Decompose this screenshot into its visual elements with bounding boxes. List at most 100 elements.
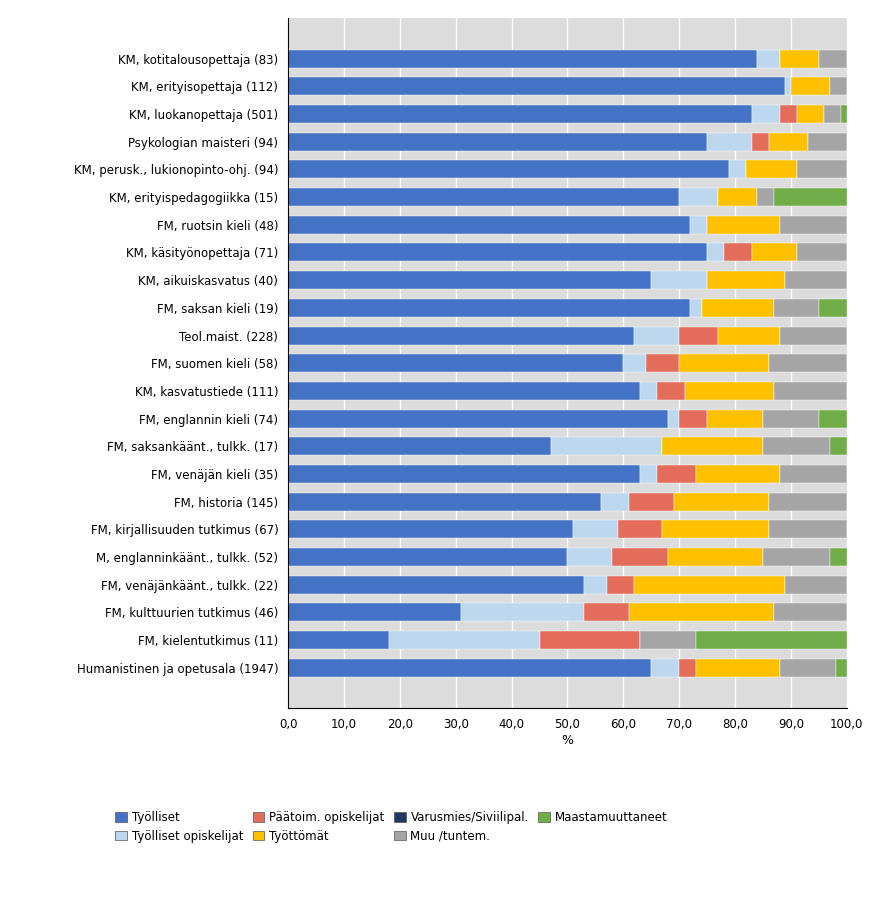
Bar — [288, 382, 640, 400]
Bar — [707, 271, 786, 289]
Bar — [288, 299, 691, 317]
Bar — [388, 631, 540, 649]
Bar — [288, 354, 623, 372]
Bar — [768, 520, 847, 538]
Bar — [786, 576, 847, 594]
Bar — [752, 133, 768, 151]
Bar — [724, 243, 752, 262]
Bar — [819, 299, 847, 317]
Bar — [707, 216, 780, 233]
Bar — [288, 243, 707, 262]
Bar — [288, 161, 730, 178]
Bar — [288, 659, 651, 676]
Bar — [623, 354, 646, 372]
Bar — [651, 659, 679, 676]
Bar — [786, 271, 847, 289]
Bar — [674, 493, 768, 510]
Bar — [758, 50, 780, 67]
Bar — [288, 548, 567, 566]
Bar — [796, 105, 824, 123]
Bar — [288, 50, 758, 67]
Bar — [679, 659, 696, 676]
Bar — [618, 520, 663, 538]
Bar — [640, 382, 656, 400]
Bar — [842, 105, 847, 123]
Bar — [629, 493, 674, 510]
Bar — [768, 354, 847, 372]
Bar — [824, 105, 842, 123]
Legend: Työlliset, Työlliset opiskelijat, Päätoim. opiskelijat, Työttömät, Varusmies/Siv: Työlliset, Työlliset opiskelijat, Päätoi… — [115, 811, 668, 843]
Bar — [718, 188, 758, 206]
Bar — [679, 410, 707, 428]
Bar — [573, 520, 618, 538]
Bar — [707, 243, 724, 262]
Bar — [635, 576, 786, 594]
Bar — [651, 271, 707, 289]
Bar — [780, 327, 847, 344]
Bar — [691, 216, 707, 233]
Bar — [808, 133, 847, 151]
Bar — [288, 105, 752, 123]
Bar — [746, 161, 796, 178]
Bar — [768, 493, 847, 510]
Bar — [640, 465, 656, 483]
Bar — [774, 382, 847, 400]
Bar — [684, 382, 774, 400]
Bar — [679, 188, 718, 206]
Bar — [288, 631, 388, 649]
Bar — [567, 548, 612, 566]
Bar — [780, 105, 796, 123]
Bar — [768, 133, 808, 151]
Bar — [288, 520, 573, 538]
Bar — [288, 604, 461, 621]
Bar — [752, 243, 796, 262]
Bar — [819, 50, 847, 67]
Bar — [288, 493, 601, 510]
Bar — [774, 188, 847, 206]
Bar — [288, 327, 635, 344]
Bar — [601, 493, 629, 510]
Bar — [796, 243, 847, 262]
Bar — [584, 604, 629, 621]
Bar — [584, 576, 607, 594]
Bar — [780, 465, 847, 483]
Bar — [646, 354, 679, 372]
Bar — [774, 299, 819, 317]
Bar — [663, 520, 768, 538]
Bar — [718, 327, 780, 344]
Bar — [656, 382, 684, 400]
Bar — [288, 271, 651, 289]
Bar — [679, 354, 768, 372]
Bar — [707, 410, 763, 428]
Bar — [288, 410, 668, 428]
Bar — [640, 631, 696, 649]
Bar — [819, 410, 847, 428]
Bar — [696, 465, 780, 483]
Bar — [668, 548, 763, 566]
Bar — [780, 50, 819, 67]
Bar — [607, 576, 635, 594]
Bar — [835, 659, 847, 676]
Bar — [679, 327, 718, 344]
Bar — [763, 438, 830, 455]
Bar — [730, 161, 746, 178]
Bar — [707, 133, 752, 151]
Bar — [758, 188, 774, 206]
Bar — [288, 576, 584, 594]
Bar — [288, 438, 551, 455]
Bar — [763, 410, 819, 428]
Bar — [288, 188, 679, 206]
Bar — [288, 133, 707, 151]
Bar — [461, 604, 584, 621]
Bar — [629, 604, 774, 621]
Bar — [830, 548, 847, 566]
Bar — [540, 631, 640, 649]
Bar — [656, 465, 696, 483]
Bar — [702, 299, 774, 317]
Bar — [696, 631, 847, 649]
Bar — [830, 77, 847, 95]
Bar — [551, 438, 663, 455]
Bar — [696, 659, 780, 676]
Bar — [288, 216, 691, 233]
Bar — [691, 299, 702, 317]
